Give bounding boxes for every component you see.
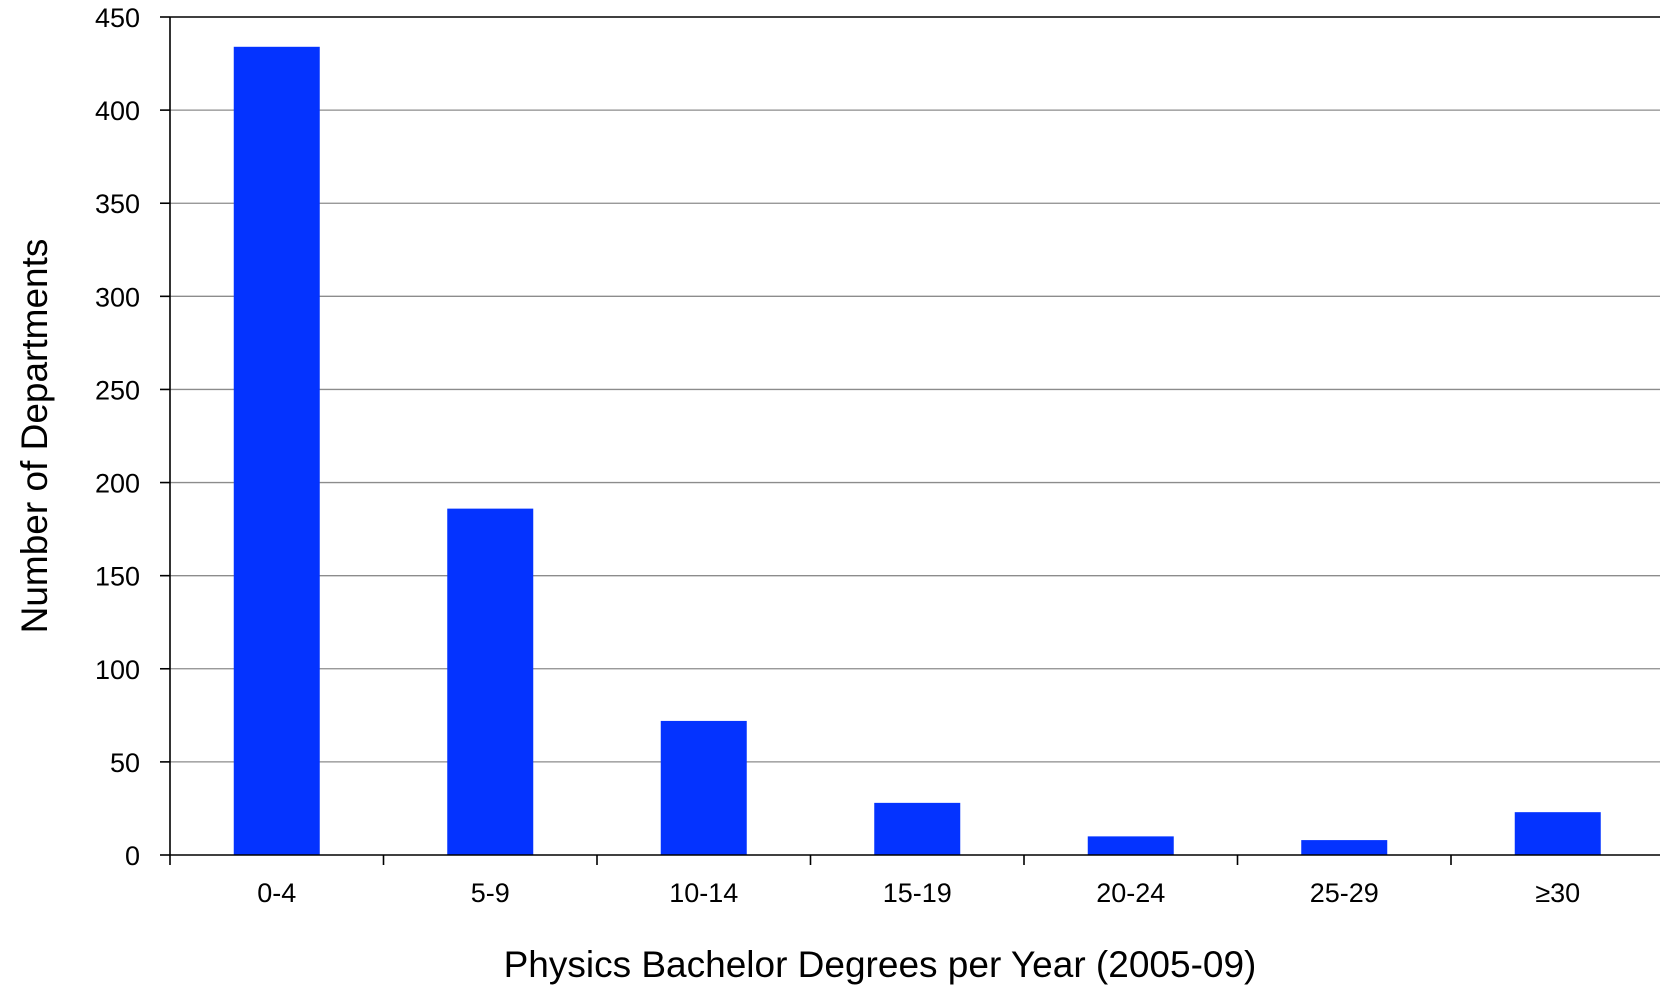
bar bbox=[874, 803, 960, 855]
y-tick-label: 0 bbox=[125, 841, 140, 871]
y-tick-label: 450 bbox=[95, 3, 140, 33]
x-tick-label: 5-9 bbox=[471, 878, 510, 908]
bar bbox=[1301, 840, 1387, 855]
bar bbox=[1088, 836, 1174, 855]
y-tick-label: 250 bbox=[95, 375, 140, 405]
x-tick-label: 25-29 bbox=[1310, 878, 1379, 908]
y-tick-labels: 0 50 100 150 200 250 300 350 400 450 bbox=[95, 3, 140, 871]
bars bbox=[234, 47, 1601, 855]
x-tick-label: 15-19 bbox=[883, 878, 952, 908]
bar bbox=[234, 47, 320, 855]
x-tick-label: 10-14 bbox=[669, 878, 738, 908]
x-tick-label: 0-4 bbox=[257, 878, 296, 908]
x-tick-label: ≥30 bbox=[1535, 878, 1580, 908]
x-axis-title: Physics Bachelor Degrees per Year (2005-… bbox=[504, 944, 1257, 985]
axes bbox=[160, 17, 1660, 865]
y-tick-label: 150 bbox=[95, 562, 140, 592]
y-tick-label: 300 bbox=[95, 282, 140, 312]
y-tick-label: 50 bbox=[110, 748, 140, 778]
gridlines bbox=[170, 17, 1660, 762]
y-tick-label: 100 bbox=[95, 655, 140, 685]
y-tick-label: 350 bbox=[95, 189, 140, 219]
bar bbox=[1515, 812, 1601, 855]
x-tick-label: 20-24 bbox=[1096, 878, 1165, 908]
x-tick-labels: 0-4 5-9 10-14 15-19 20-24 25-29 ≥30 bbox=[257, 878, 1580, 908]
bar bbox=[661, 721, 747, 855]
y-tick-label: 400 bbox=[95, 96, 140, 126]
y-axis-title: Number of Departments bbox=[14, 239, 55, 634]
bar bbox=[447, 509, 533, 855]
y-tick-label: 200 bbox=[95, 469, 140, 499]
